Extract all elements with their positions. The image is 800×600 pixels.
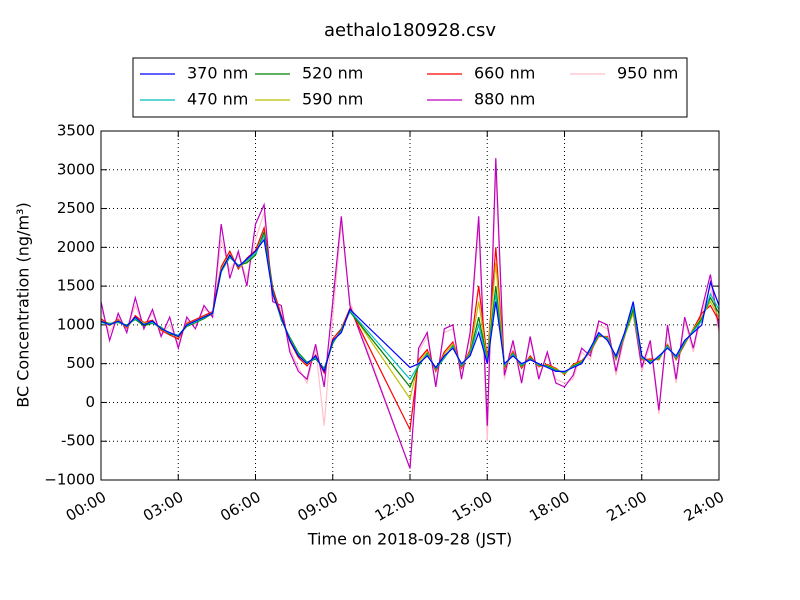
x-tick-label: 00:00 xyxy=(63,488,109,525)
y-tick-label: -500 xyxy=(61,432,95,450)
y-tick-label: 2500 xyxy=(57,199,95,217)
y-axis-label: BC Concentration (ng/m³) xyxy=(14,202,33,407)
y-tick-label: −1000 xyxy=(44,471,95,489)
x-tick-label: 03:00 xyxy=(140,488,186,525)
y-tick-label: 3000 xyxy=(57,160,95,178)
y-tick-label: 2000 xyxy=(57,238,95,256)
x-tick-label: 24:00 xyxy=(681,488,727,525)
y-tick-label: 500 xyxy=(66,354,95,372)
legend-label: 880 nm xyxy=(474,90,535,109)
x-tick-label: 12:00 xyxy=(372,488,418,525)
x-tick-label: 09:00 xyxy=(295,488,341,525)
legend-label: 520 nm xyxy=(302,64,363,83)
y-tick-label: 1500 xyxy=(57,277,95,295)
y-tick-label: 3500 xyxy=(57,122,95,140)
y-tick-label: 0 xyxy=(85,393,95,411)
legend-label: 590 nm xyxy=(302,90,363,109)
x-tick-label: 21:00 xyxy=(604,488,650,525)
legend-label: 470 nm xyxy=(187,90,248,109)
legend-label: 660 nm xyxy=(474,64,535,83)
x-axis-label: Time on 2018-09-28 (JST) xyxy=(307,530,512,549)
series-line xyxy=(100,158,720,469)
plot-frame xyxy=(100,130,720,481)
chart-title: aethalo180928.csv xyxy=(324,20,496,41)
x-tick-label: 06:00 xyxy=(217,488,263,525)
series-line xyxy=(100,238,720,373)
x-tick-label: 18:00 xyxy=(526,488,572,525)
y-tick-label: 1000 xyxy=(57,315,95,333)
legend-box xyxy=(132,57,688,118)
x-tick-label: 15:00 xyxy=(449,488,495,525)
legend-label: 370 nm xyxy=(187,64,248,83)
legend-label: 950 nm xyxy=(617,64,678,83)
